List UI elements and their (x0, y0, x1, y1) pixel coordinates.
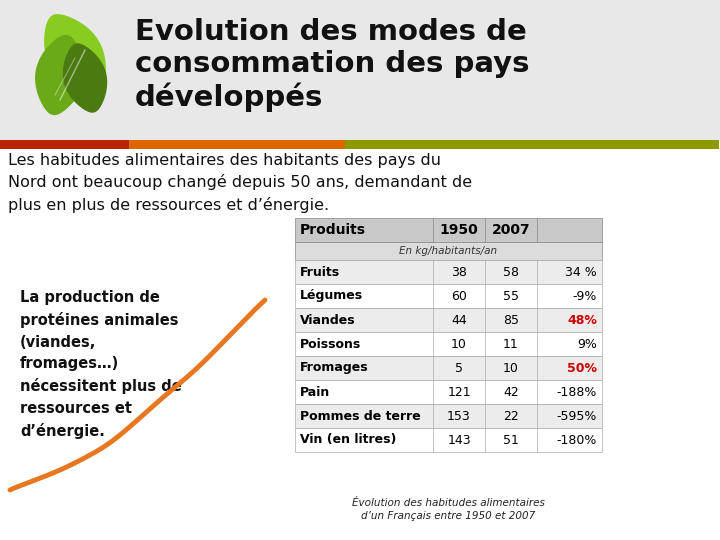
Bar (295, 428, 602, 452)
Text: Légumes: Légumes (300, 289, 363, 302)
Text: Poissons: Poissons (300, 338, 361, 350)
Bar (0, 140, 129, 149)
Text: 10: 10 (451, 338, 467, 350)
Bar (295, 308, 602, 332)
Bar (129, 140, 345, 149)
Text: En kg/habitants/an: En kg/habitants/an (400, 246, 498, 256)
Text: 22: 22 (503, 409, 519, 422)
Bar (345, 140, 719, 149)
Text: Fruits: Fruits (300, 266, 340, 279)
Bar (295, 380, 602, 404)
Text: Pommes de terre: Pommes de terre (300, 409, 420, 422)
Polygon shape (36, 36, 84, 114)
Text: Viandes: Viandes (300, 314, 356, 327)
Bar (295, 332, 602, 356)
Bar (295, 260, 602, 284)
Text: Produits: Produits (300, 223, 366, 237)
Text: développés: développés (135, 82, 323, 111)
Text: 2007: 2007 (492, 223, 531, 237)
Text: 38: 38 (451, 266, 467, 279)
Text: 121: 121 (447, 386, 471, 399)
Text: 50%: 50% (567, 361, 597, 375)
Text: 85: 85 (503, 314, 519, 327)
Text: 55: 55 (503, 289, 519, 302)
Text: Vin (en litres): Vin (en litres) (300, 434, 397, 447)
Polygon shape (45, 15, 105, 95)
Polygon shape (63, 44, 107, 112)
Text: 9%: 9% (577, 338, 597, 350)
Text: -9%: -9% (572, 289, 597, 302)
Text: 10: 10 (503, 361, 519, 375)
Text: 5: 5 (455, 361, 463, 375)
Bar (295, 284, 602, 308)
Bar (295, 218, 602, 242)
Text: Pain: Pain (300, 386, 330, 399)
Text: -180%: -180% (557, 434, 597, 447)
Bar (0, 0, 720, 140)
Text: 51: 51 (503, 434, 519, 447)
Text: 44: 44 (451, 314, 467, 327)
Text: 143: 143 (447, 434, 471, 447)
Text: La production de
protéines animales
(viandes,
fromages…)
nécessitent plus de
res: La production de protéines animales (via… (20, 290, 181, 439)
Bar (295, 356, 602, 380)
Text: Evolution des modes de: Evolution des modes de (135, 18, 527, 46)
Text: Fromages: Fromages (300, 361, 369, 375)
Text: -595%: -595% (557, 409, 597, 422)
Text: -188%: -188% (557, 386, 597, 399)
Text: 34 %: 34 % (565, 266, 597, 279)
Text: Les habitudes alimentaires des habitants des pays du
Nord ont beaucoup changé de: Les habitudes alimentaires des habitants… (8, 153, 472, 213)
Bar (295, 242, 602, 260)
Bar (295, 404, 602, 428)
Text: Évolution des habitudes alimentaires
d’un Français entre 1950 et 2007: Évolution des habitudes alimentaires d’u… (352, 498, 545, 521)
Text: consommation des pays: consommation des pays (135, 50, 529, 78)
Text: 42: 42 (503, 386, 519, 399)
Text: 153: 153 (447, 409, 471, 422)
Text: 60: 60 (451, 289, 467, 302)
Text: 1950: 1950 (440, 223, 478, 237)
Text: 11: 11 (503, 338, 519, 350)
Text: 48%: 48% (567, 314, 597, 327)
Text: 58: 58 (503, 266, 519, 279)
